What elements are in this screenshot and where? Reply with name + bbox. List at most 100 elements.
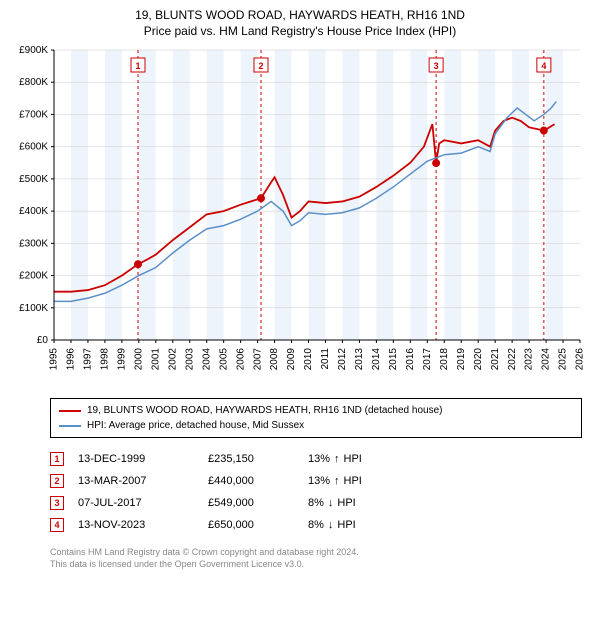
marker-number: 2 bbox=[258, 61, 263, 71]
legend-label: HPI: Average price, detached house, Mid … bbox=[87, 418, 304, 433]
x-tick-label: 2009 bbox=[286, 348, 297, 371]
y-tick-label: £100K bbox=[19, 303, 48, 314]
tx-price: £549,000 bbox=[208, 497, 308, 509]
y-tick-label: £200K bbox=[19, 271, 48, 282]
x-tick-label: 2001 bbox=[150, 348, 161, 371]
table-row: 3 07-JUL-2017£549,0008% ↓HPI bbox=[50, 492, 582, 514]
x-tick-label: 2013 bbox=[354, 348, 365, 371]
legend-swatch bbox=[59, 425, 81, 427]
tx-price: £235,150 bbox=[208, 453, 308, 465]
tx-marker: 1 bbox=[50, 452, 64, 466]
y-tick-label: £900K bbox=[19, 45, 48, 56]
x-tick-label: 2018 bbox=[439, 348, 450, 371]
tx-marker: 4 bbox=[50, 518, 64, 532]
tx-delta: 13% ↑ HPI bbox=[308, 453, 408, 465]
arrow-up-icon: ↑ bbox=[334, 453, 340, 465]
legend-label: 19, BLUNTS WOOD ROAD, HAYWARDS HEATH, RH… bbox=[87, 403, 442, 418]
table-row: 2 13-MAR-2007£440,00013% ↑ HPI bbox=[50, 470, 582, 492]
tx-delta: 8% ↓HPI bbox=[308, 497, 408, 509]
tx-marker: 2 bbox=[50, 474, 64, 488]
x-tick-label: 2024 bbox=[541, 348, 552, 371]
footer-line-1: Contains HM Land Registry data © Crown c… bbox=[50, 546, 582, 558]
year-band bbox=[376, 50, 393, 340]
x-tick-label: 2026 bbox=[575, 348, 586, 371]
arrow-up-icon: ↑ bbox=[334, 475, 340, 487]
title-line-2: Price paid vs. HM Land Registry's House … bbox=[10, 24, 590, 38]
year-band bbox=[342, 50, 359, 340]
year-band bbox=[309, 50, 326, 340]
sale-point bbox=[134, 260, 142, 268]
x-tick-label: 2015 bbox=[388, 348, 399, 371]
x-tick-label: 2004 bbox=[201, 348, 212, 371]
tx-marker: 3 bbox=[50, 496, 64, 510]
arrow-down-icon: ↓ bbox=[328, 519, 334, 531]
transaction-table: 113-DEC-1999£235,15013%↑HPI213-MAR-2007£… bbox=[50, 448, 582, 536]
year-band bbox=[173, 50, 190, 340]
year-band bbox=[512, 50, 529, 340]
marker-number: 4 bbox=[541, 61, 546, 71]
x-tick-label: 2014 bbox=[371, 348, 382, 371]
arrow-down-icon: ↓ bbox=[328, 497, 334, 509]
x-tick-label: 2012 bbox=[337, 348, 348, 371]
x-tick-label: 2019 bbox=[456, 348, 467, 371]
tx-delta: 13% ↑ HPI bbox=[308, 475, 408, 487]
sale-point bbox=[540, 127, 548, 135]
tx-date: 13-MAR-2007 bbox=[78, 475, 208, 487]
legend-swatch bbox=[59, 410, 81, 412]
tx-date: 13-DEC-1999 bbox=[78, 453, 208, 465]
x-tick-label: 2011 bbox=[320, 348, 331, 370]
table-row: 1 13-DEC-1999£235,15013% ↑ HPI bbox=[50, 448, 582, 470]
x-tick-label: 2000 bbox=[133, 348, 144, 371]
tx-delta-pct: 13% bbox=[308, 453, 330, 465]
marker-number: 1 bbox=[135, 61, 140, 71]
tx-vs: HPI bbox=[337, 519, 355, 531]
tx-vs: HPI bbox=[337, 497, 355, 509]
legend-item: HPI: Average price, detached house, Mid … bbox=[59, 418, 573, 433]
year-band bbox=[546, 50, 563, 340]
marker-number: 3 bbox=[434, 61, 439, 71]
x-tick-label: 1999 bbox=[117, 348, 128, 371]
y-tick-label: £300K bbox=[19, 238, 48, 249]
footer: Contains HM Land Registry data © Crown c… bbox=[50, 546, 582, 570]
year-band bbox=[71, 50, 88, 340]
page-root: 19, BLUNTS WOOD ROAD, HAYWARDS HEATH, RH… bbox=[0, 0, 600, 578]
x-tick-label: 2023 bbox=[524, 348, 535, 371]
y-tick-label: £0 bbox=[37, 335, 49, 346]
x-tick-label: 2016 bbox=[405, 348, 416, 371]
year-band bbox=[241, 50, 258, 340]
x-tick-label: 2021 bbox=[490, 348, 501, 371]
tx-vs: HPI bbox=[344, 453, 362, 465]
tx-delta-pct: 13% bbox=[308, 475, 330, 487]
legend-item: 19, BLUNTS WOOD ROAD, HAYWARDS HEATH, RH… bbox=[59, 403, 573, 418]
year-band bbox=[207, 50, 224, 340]
y-tick-label: £500K bbox=[19, 174, 48, 185]
x-tick-label: 2017 bbox=[422, 348, 433, 371]
tx-date: 07-JUL-2017 bbox=[78, 497, 208, 509]
tx-date: 13-NOV-2023 bbox=[78, 519, 208, 531]
year-band bbox=[139, 50, 156, 340]
title-line-1: 19, BLUNTS WOOD ROAD, HAYWARDS HEATH, RH… bbox=[10, 8, 590, 22]
y-tick-label: £600K bbox=[19, 142, 48, 153]
x-tick-label: 1996 bbox=[66, 348, 77, 371]
x-tick-label: 2020 bbox=[473, 348, 484, 371]
tx-price: £650,000 bbox=[208, 519, 308, 531]
tx-delta-pct: 8% bbox=[308, 497, 324, 509]
x-tick-label: 2006 bbox=[235, 348, 246, 371]
footer-line-2: This data is licensed under the Open Gov… bbox=[50, 558, 582, 570]
x-tick-label: 2007 bbox=[252, 348, 263, 371]
x-tick-label: 2002 bbox=[167, 348, 178, 371]
x-tick-label: 1995 bbox=[49, 348, 60, 371]
tx-delta-pct: 8% bbox=[308, 519, 324, 531]
tx-delta: 8% ↓HPI bbox=[308, 519, 408, 531]
x-tick-label: 1997 bbox=[83, 348, 94, 371]
legend: 19, BLUNTS WOOD ROAD, HAYWARDS HEATH, RH… bbox=[50, 398, 582, 438]
x-tick-label: 2005 bbox=[218, 348, 229, 371]
tx-price: £440,000 bbox=[208, 475, 308, 487]
x-tick-label: 2010 bbox=[303, 348, 314, 371]
chart-svg: £0£100K£200K£300K£400K£500K£600K£700K£80… bbox=[10, 40, 590, 390]
sale-point bbox=[432, 159, 440, 167]
sale-point bbox=[257, 194, 265, 202]
x-tick-label: 2022 bbox=[507, 348, 518, 371]
x-tick-label: 2025 bbox=[558, 348, 569, 371]
tx-vs: HPI bbox=[344, 475, 362, 487]
